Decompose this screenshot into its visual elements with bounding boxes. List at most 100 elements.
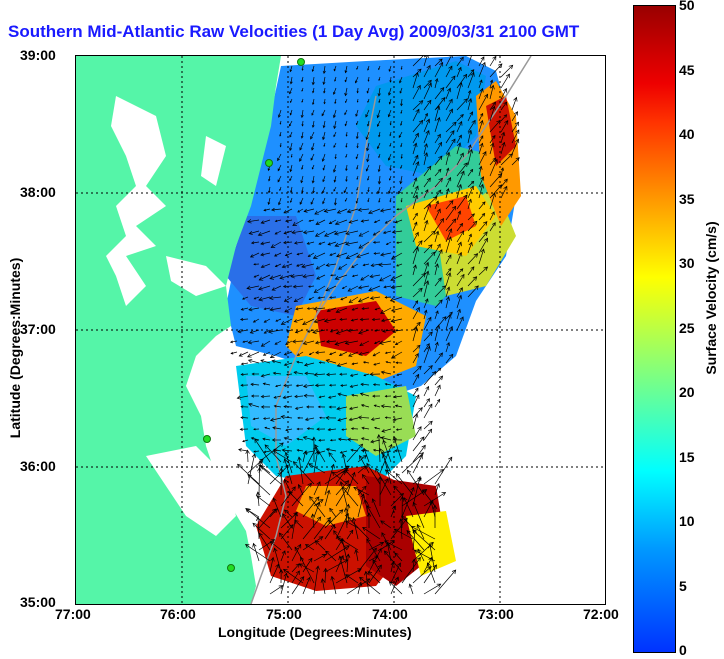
y-tick-label: 37:00: [20, 321, 56, 337]
velocity-arrow-head: [367, 79, 370, 82]
velocity-arrow-head: [279, 134, 282, 137]
velocity-arrow: [254, 438, 271, 463]
x-tick-label: 72:00: [583, 606, 619, 622]
velocity-arrow-head: [435, 310, 439, 314]
velocity-arrow: [330, 329, 337, 333]
velocity-arrow: [391, 351, 403, 359]
velocity-arrow-head: [344, 520, 350, 525]
velocity-arrow: [248, 403, 260, 408]
velocity-arrow-head: [322, 168, 325, 171]
velocity-arrow-head: [277, 157, 280, 162]
velocity-arrow: [237, 395, 249, 399]
velocity-arrow-head: [355, 201, 359, 204]
velocity-arrow-head: [339, 450, 343, 454]
velocity-arrow-head: [308, 463, 313, 468]
velocity-arrow: [357, 494, 364, 518]
velocity-arrow-head: [395, 361, 399, 365]
velocity-arrow: [412, 353, 419, 364]
velocity-arrow-head: [345, 145, 348, 148]
velocity-arrow-head: [246, 219, 252, 224]
map-area[interactable]: [75, 55, 606, 605]
velocity-arrow: [434, 244, 441, 254]
velocity-arrow-head: [367, 571, 373, 576]
velocity-arrow: [281, 318, 293, 325]
velocity-arrow: [381, 405, 392, 408]
velocity-arrow-head: [446, 151, 451, 157]
velocity-arrow-head: [399, 492, 404, 498]
velocity-arrow: [284, 296, 293, 302]
velocity-arrow: [372, 318, 381, 321]
velocity-arrow: [275, 384, 282, 387]
velocity-arrow: [313, 186, 315, 193]
velocity-arrow: [349, 406, 359, 410]
velocity-arrow: [294, 318, 304, 323]
velocity-arrow-head: [427, 565, 432, 571]
velocity-arrow: [283, 241, 293, 244]
velocity-arrow: [295, 307, 304, 310]
velocity-arrow-head: [329, 330, 333, 333]
velocity-arrow-head: [399, 91, 402, 94]
velocity-arrow-head: [252, 320, 256, 323]
velocity-arrow: [385, 417, 392, 419]
velocity-arrow: [290, 109, 293, 116]
velocity-arrow-head: [385, 360, 388, 364]
velocity-arrow: [434, 87, 445, 100]
velocity-arrow-head: [351, 274, 355, 278]
velocity-arrow-head: [427, 316, 432, 322]
velocity-arrow: [313, 450, 318, 474]
velocity-arrow: [478, 201, 486, 210]
velocity-arrow-head: [272, 497, 277, 503]
velocity-arrow-head: [427, 428, 433, 434]
velocity-arrow: [288, 491, 304, 507]
velocity-arrow-head: [435, 483, 440, 488]
velocity-arrow-head: [414, 300, 419, 304]
velocity-arrow-head: [319, 499, 324, 504]
velocity-arrow-head: [345, 241, 350, 246]
velocity-arrow: [434, 169, 442, 177]
velocity-arrow-head: [348, 417, 353, 422]
velocity-arrow-head: [341, 428, 344, 431]
velocity-arrow-head: [415, 394, 420, 400]
velocity-arrow: [467, 221, 478, 232]
velocity-arrow-head: [323, 318, 329, 323]
velocity-arrow-head: [330, 524, 336, 529]
velocity-arrow: [277, 153, 282, 161]
velocity-arrow-head: [491, 105, 496, 111]
velocity-arrow: [445, 206, 456, 221]
velocity-arrow-head: [363, 499, 368, 504]
velocity-arrow: [250, 383, 260, 386]
velocity-arrow: [388, 153, 392, 161]
velocity-arrow-head: [392, 435, 397, 441]
velocity-arrow: [434, 218, 444, 232]
velocity-arrow-head: [278, 569, 284, 574]
velocity-arrow: [390, 562, 394, 573]
velocity-arrow: [445, 65, 453, 78]
velocity-arrow: [489, 80, 493, 89]
velocity-arrow: [389, 581, 403, 595]
velocity-arrow-head: [378, 79, 381, 81]
velocity-arrow-head: [363, 447, 368, 453]
velocity-arrow-head: [299, 158, 303, 162]
velocity-arrow-head: [282, 568, 288, 574]
velocity-arrow: [324, 509, 344, 529]
velocity-arrow: [500, 114, 507, 122]
velocity-arrow-head: [479, 79, 483, 83]
velocity-arrow-head: [388, 92, 392, 96]
velocity-arrow-head: [326, 308, 331, 313]
velocity-arrow-head: [316, 516, 322, 522]
velocity-arrow: [511, 157, 520, 166]
velocity-arrow: [323, 65, 326, 74]
velocity-arrow-head: [417, 426, 422, 431]
velocity-arrow-head: [283, 383, 287, 388]
velocity-arrow: [297, 351, 304, 356]
velocity-arrow-head: [398, 135, 402, 139]
velocity-arrow-head: [314, 340, 319, 345]
velocity-arrow-head: [294, 330, 299, 334]
velocity-arrow-head: [389, 80, 392, 83]
velocity-arrow-head: [471, 119, 476, 125]
velocity-arrow: [336, 307, 348, 313]
velocity-arrow-head: [366, 512, 372, 517]
velocity-arrow-head: [436, 384, 441, 390]
velocity-arrow: [478, 120, 483, 133]
velocity-arrow-head: [414, 72, 419, 77]
